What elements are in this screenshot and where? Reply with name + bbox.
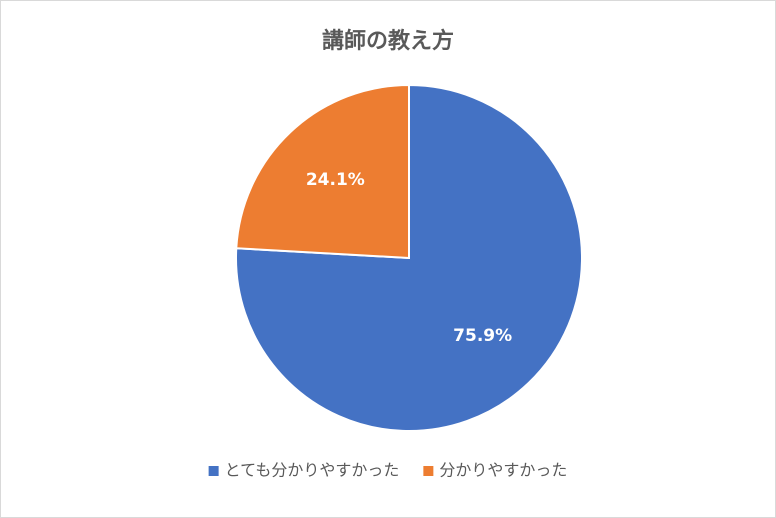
pie-slice: [235, 83, 410, 260]
legend-label: とても分かりやすかった: [225, 461, 400, 480]
legend-marker: [208, 466, 219, 476]
legend-marker: [423, 466, 434, 476]
data-label: 75.9%: [453, 326, 512, 346]
chart-title: 講師の教え方: [322, 28, 454, 54]
data-label: 24.1%: [306, 170, 365, 190]
legend-label: 分かりやすかった: [439, 461, 567, 480]
